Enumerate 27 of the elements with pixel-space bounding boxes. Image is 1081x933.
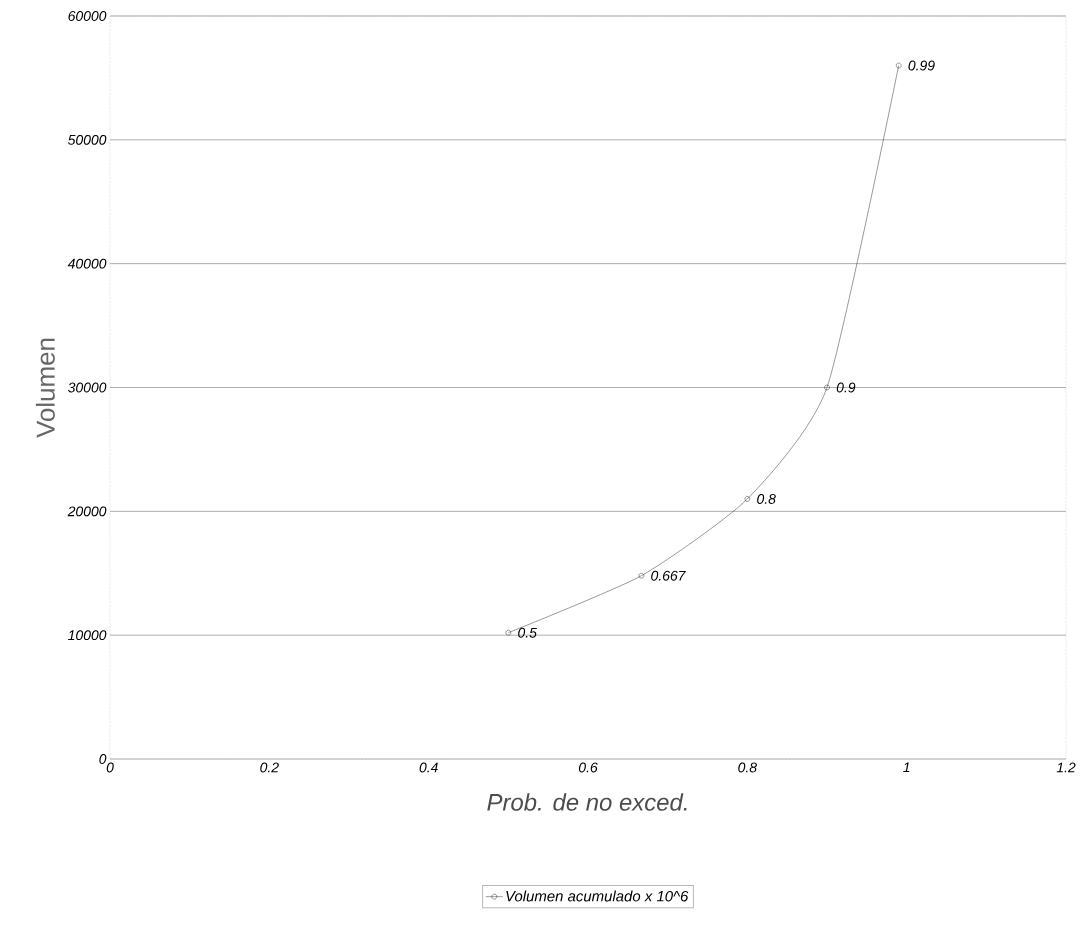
y-tick-label: 30000 xyxy=(68,382,107,393)
x-tick-label: 0.2 xyxy=(260,762,279,773)
point xyxy=(505,630,512,636)
point xyxy=(824,384,830,391)
y-tick-label: 40000 xyxy=(67,258,107,269)
y-axis-title: Volumen xyxy=(35,338,55,438)
y-tick-label: 0 xyxy=(99,754,107,764)
x-tick-label: 0.4 xyxy=(419,762,438,773)
y-tick-label: 60000 xyxy=(68,11,107,21)
y-tick-label: 20000 xyxy=(67,506,107,517)
x-tick-label: 1 xyxy=(903,762,910,773)
point xyxy=(744,496,751,502)
annotation: 0.667 xyxy=(651,570,686,581)
x-axis-title: Prob. de no exced. xyxy=(487,793,687,811)
point xyxy=(896,62,902,69)
annotation: 0.8 xyxy=(757,494,776,504)
x-tick-label: 1.2 xyxy=(1056,762,1076,773)
x-tick-label: 0 xyxy=(106,762,114,773)
annotation: 0.99 xyxy=(908,60,935,71)
y-tick-label: 10000 xyxy=(68,630,107,641)
point xyxy=(638,573,645,579)
x-tick-label: 0.8 xyxy=(738,762,757,773)
annotation: 0.9 xyxy=(836,382,856,393)
legend-label: Volumen acumulado x 10^6 xyxy=(506,890,689,902)
x-tick-label: 0.6 xyxy=(578,762,598,773)
annotation: 0.5 xyxy=(518,627,537,638)
y-tick-label: 50000 xyxy=(68,134,107,145)
